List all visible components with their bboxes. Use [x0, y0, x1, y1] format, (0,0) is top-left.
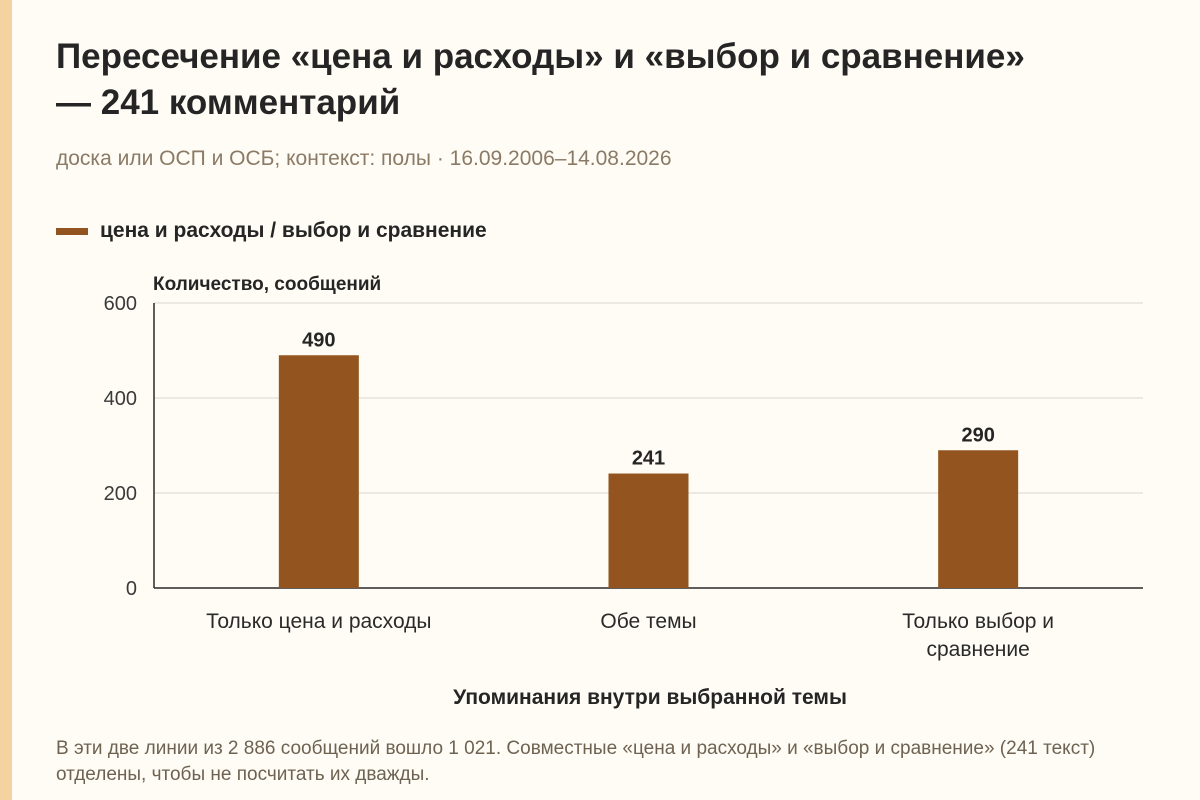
- accent-strip: [0, 0, 12, 800]
- data-label: 290: [961, 424, 994, 446]
- y-tick-label: 200: [104, 483, 137, 505]
- y-tick-label: 0: [126, 578, 137, 600]
- legend: цена и расходы / выбор и сравнение: [56, 219, 487, 243]
- x-tick-label: Обе темы: [600, 610, 696, 633]
- footnote: В эти две линии из 2 886 сообщений вошло…: [56, 738, 1096, 785]
- x-tick-label: Только цена и расходы: [206, 610, 431, 633]
- y-tick-label: 600: [104, 293, 137, 315]
- bar: [278, 355, 359, 588]
- y-axis-title: Количество, сообщений: [153, 274, 382, 295]
- legend-swatch: [56, 227, 88, 235]
- x-axis-title: Упоминания внутри выбранной темы: [453, 686, 847, 709]
- legend-label: цена и расходы / выбор и сравнение: [100, 219, 487, 242]
- bar: [608, 473, 689, 588]
- chart-title: Пересечение «цена и расходы» и «выбор и …: [56, 37, 1025, 122]
- x-tick-label: сравнение: [927, 638, 1030, 661]
- data-label: 490: [302, 329, 335, 351]
- chart-subtitle: доска или ОСП и ОСБ; контекст: полы · 16…: [56, 147, 672, 170]
- bar: [938, 450, 1019, 588]
- x-tick-label: Только выбор и: [902, 610, 1054, 633]
- data-label: 241: [632, 448, 665, 470]
- y-tick-label: 400: [104, 388, 137, 410]
